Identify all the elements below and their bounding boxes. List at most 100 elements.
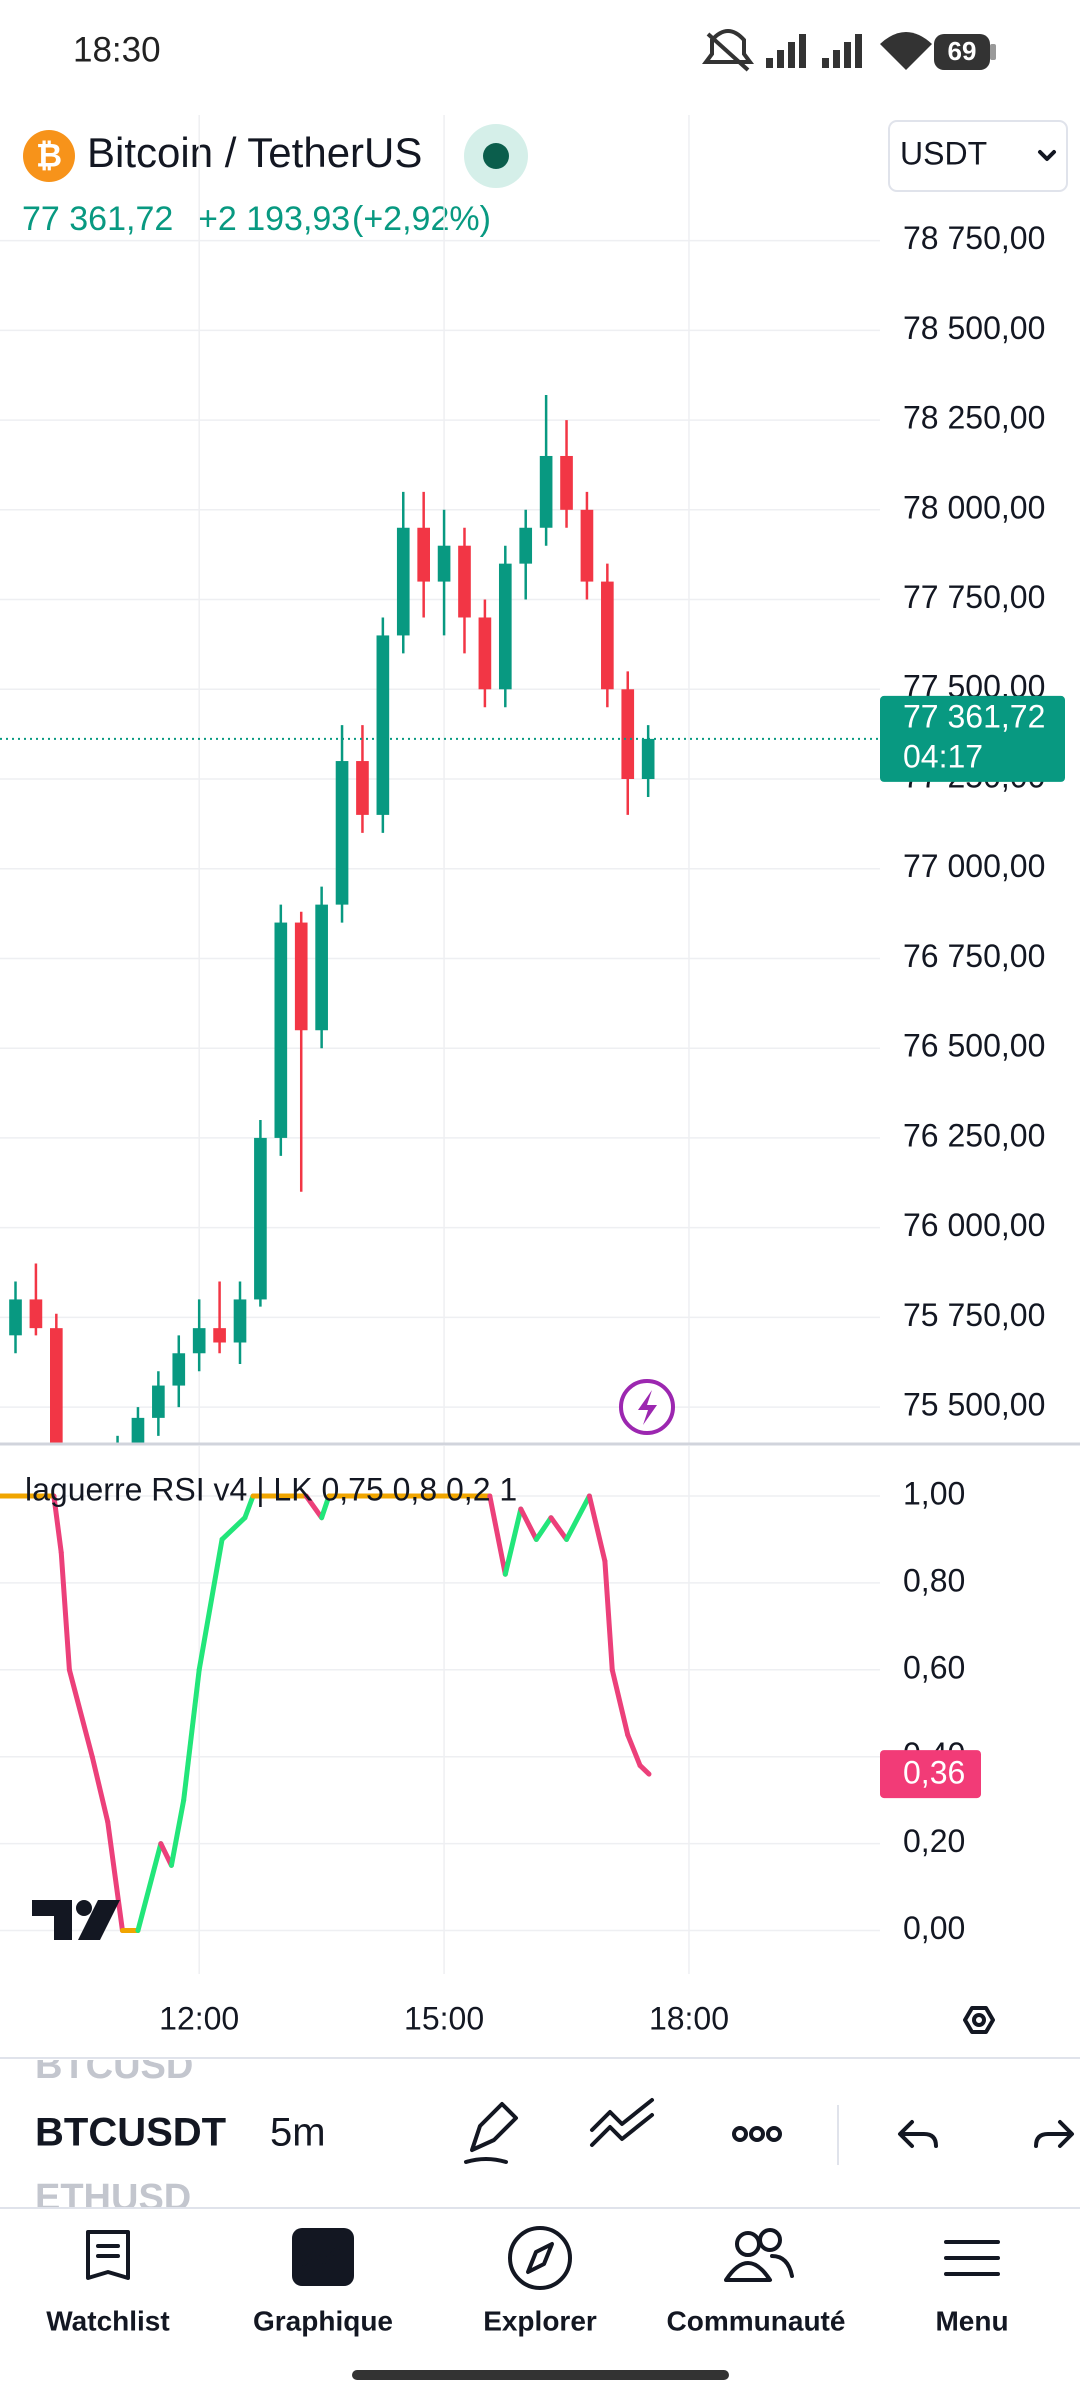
indicator-segment: [58, 1549, 72, 1673]
tradingview-logo: [32, 1900, 120, 1940]
y-tick-label: 78 750,00: [903, 220, 1045, 256]
indicator-segment: [548, 1515, 570, 1542]
indicator-segment: [319, 1493, 332, 1521]
nav-community-icon[interactable]: [724, 2228, 794, 2282]
prev-symbol[interactable]: BTCUSD: [35, 2045, 193, 2087]
indicator-segment: [219, 1515, 248, 1542]
nav-explore-icon[interactable]: [508, 2226, 572, 2290]
candle-body: [641, 738, 655, 779]
candle-body: [131, 1417, 145, 1443]
y-tick-label: 78 250,00: [903, 400, 1045, 436]
nav-label[interactable]: Communauté: [667, 2305, 846, 2336]
last-value-label: 0,36: [903, 1755, 965, 1791]
y-tick-label: 77 750,00: [903, 579, 1045, 615]
y-tick-label: 77 000,00: [903, 848, 1045, 884]
interval[interactable]: 5m: [270, 2111, 326, 2155]
bitcoin-icon: ₿: [23, 130, 75, 182]
indicator-segment: [518, 1506, 539, 1542]
candle-body: [478, 617, 492, 690]
candle-body: [213, 1328, 226, 1343]
countdown: 04:17: [903, 738, 983, 774]
candle-body: [560, 455, 573, 510]
y-tick-label: 0,00: [903, 1910, 965, 1946]
indicator-segment: [487, 1493, 508, 1577]
status-icons: [702, 29, 996, 72]
indicator-segment: [89, 1754, 111, 1825]
header-price: 77 361,72: [22, 200, 173, 238]
candle-body: [356, 761, 369, 815]
x-tick-label: 15:00: [404, 2000, 484, 2036]
y-tick-label: 76 250,00: [903, 1117, 1045, 1153]
draw-tool[interactable]: [464, 2102, 518, 2164]
indicator-segment: [51, 1493, 64, 1555]
indicator-segment: [303, 1493, 325, 1521]
last-price-label: 77 361,72: [903, 698, 1045, 734]
chevron: [1038, 150, 1056, 161]
indicator-segment: [135, 1841, 164, 1934]
y-tick-label: 0,20: [903, 1823, 965, 1859]
indicator-segment: [196, 1536, 225, 1673]
nav-watchlist-icon[interactable]: [86, 2230, 130, 2280]
nav-label[interactable]: Watchlist: [46, 2305, 169, 2336]
currency-select[interactable]: [888, 120, 1068, 192]
last-price-badge: [880, 695, 1065, 782]
indicator-title[interactable]: laguerre RSI v4 | LK 0,75 0,8 0,2 1: [25, 1471, 517, 1507]
nav-label[interactable]: Graphique: [253, 2305, 393, 2336]
svg-text:₿: ₿: [36, 137, 62, 173]
candle-body: [29, 1299, 43, 1329]
undo[interactable]: [898, 2120, 938, 2148]
candle-body: [152, 1385, 165, 1418]
redo[interactable]: [1034, 2120, 1074, 2148]
indicator-segment: [168, 1797, 187, 1868]
candle-body: [458, 545, 471, 618]
y-tick-label: 0,80: [903, 1562, 965, 1598]
y-tick-label: 78 000,00: [903, 489, 1045, 525]
candle-body: [396, 527, 410, 636]
home-indicator: [352, 2370, 729, 2380]
indicator-segment: [242, 1493, 256, 1521]
indicator-segment: [586, 1493, 608, 1564]
candle-body: [294, 922, 308, 1031]
x-tick-label: 12:00: [159, 2000, 239, 2036]
currency-label: USDT: [900, 135, 987, 171]
indicator-segment: [533, 1515, 554, 1542]
battery-level: 69: [948, 36, 977, 66]
nav-label[interactable]: Explorer: [483, 2305, 597, 2336]
candle-body: [498, 563, 512, 690]
last-value-badge: [880, 1750, 981, 1799]
candle-body: [417, 527, 430, 582]
current-symbol[interactable]: BTCUSDT: [35, 2111, 226, 2155]
y-tick-label: 76 000,00: [903, 1207, 1045, 1243]
indicators-tool[interactable]: [590, 2098, 654, 2147]
nav-label[interactable]: Menu: [935, 2305, 1008, 2336]
indicator-segment: [66, 1667, 95, 1760]
indicator-segment: [625, 1732, 643, 1768]
lightning-button[interactable]: [619, 1379, 675, 1435]
symbol-title[interactable]: Bitcoin / TetherUS: [87, 129, 422, 176]
indicator-segment: [609, 1667, 631, 1738]
more-tool[interactable]: [732, 2126, 782, 2142]
nav-chart-icon[interactable]: [292, 2228, 354, 2286]
header-change: +2 193,93: [198, 200, 350, 238]
next-symbol[interactable]: ETHUSD: [35, 2177, 191, 2219]
candle-body: [315, 904, 328, 1031]
candle-body: [437, 545, 451, 582]
indicator-segment: [105, 1819, 125, 1934]
candle-body: [580, 509, 594, 582]
candle-body: [376, 635, 390, 815]
header-change-pct: (+2,92%): [352, 200, 491, 238]
y-tick-label: 1,00: [903, 1475, 965, 1511]
candle-body: [539, 455, 553, 528]
candle-body: [621, 689, 635, 779]
candle-body: [172, 1353, 186, 1386]
x-tick-label: 18:00: [649, 2000, 729, 2036]
candle-body: [254, 1137, 267, 1300]
nav-menu-icon[interactable]: [944, 2240, 1000, 2276]
candle-body: [601, 581, 614, 690]
indicator-segment: [564, 1493, 592, 1542]
indicator-segment: [602, 1558, 615, 1673]
candle-body: [9, 1299, 22, 1336]
candle-body: [519, 527, 533, 564]
settings-icon[interactable]: [963, 2006, 995, 2034]
